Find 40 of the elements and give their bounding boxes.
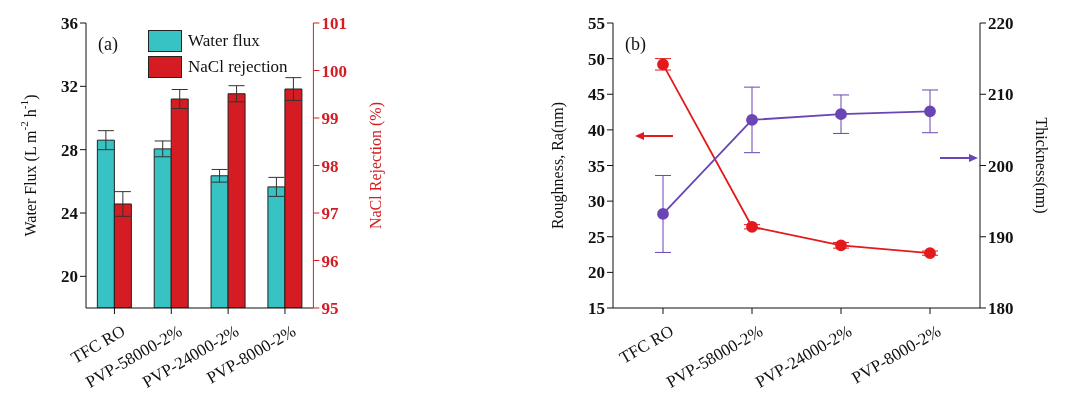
y2-tick-label: 99 bbox=[321, 109, 339, 129]
y-tick-label: 55 bbox=[588, 14, 605, 34]
y2-tick-label: 200 bbox=[988, 156, 1014, 176]
y2-tick-label: 98 bbox=[321, 156, 339, 176]
y2-tick-label: 100 bbox=[321, 61, 347, 81]
y-tick-label: 20 bbox=[61, 267, 78, 287]
point bbox=[657, 208, 669, 220]
point bbox=[835, 239, 847, 252]
y2-tick-label: 101 bbox=[321, 14, 347, 34]
y2-tick-label: 210 bbox=[988, 85, 1014, 105]
point bbox=[924, 105, 936, 118]
y-tick-label: 20 bbox=[588, 263, 605, 283]
annotation: (b) bbox=[625, 34, 646, 55]
legend-label: Water flux bbox=[188, 31, 260, 51]
y2-tick-label: 96 bbox=[321, 251, 339, 271]
point bbox=[924, 247, 936, 260]
y-tick-label: 50 bbox=[588, 49, 605, 69]
y-tick-label: 28 bbox=[61, 140, 78, 160]
y-tick-label: 32 bbox=[61, 77, 78, 97]
point bbox=[746, 114, 758, 126]
y-tick-label: 24 bbox=[61, 204, 79, 224]
point bbox=[835, 108, 847, 121]
y2-axis-title: NaCl Rejection (%) bbox=[366, 101, 385, 230]
legend-label: NaCl rejection bbox=[188, 57, 288, 77]
y-tick-label: 40 bbox=[588, 120, 605, 140]
y-tick-label: 15 bbox=[588, 299, 605, 319]
annotation: (a) bbox=[98, 34, 118, 55]
y2-tick-label: 220 bbox=[988, 14, 1014, 34]
y-tick-label: 45 bbox=[588, 85, 605, 105]
y-tick-label: 35 bbox=[588, 156, 605, 176]
y2-tick-label: 190 bbox=[988, 227, 1014, 247]
y-tick-label: 30 bbox=[588, 192, 605, 212]
y-tick-label: 25 bbox=[588, 227, 605, 247]
y2-axis-title: Thickness(nm) bbox=[1032, 117, 1051, 214]
y2-tick-label: 95 bbox=[321, 299, 339, 319]
y-tick-label: 36 bbox=[61, 14, 78, 34]
y2-tick-label: 97 bbox=[321, 204, 339, 224]
y-axis-title: Roughness, Ra(nm) bbox=[548, 101, 567, 230]
point bbox=[746, 220, 758, 233]
y2-tick-label: 180 bbox=[988, 299, 1014, 319]
